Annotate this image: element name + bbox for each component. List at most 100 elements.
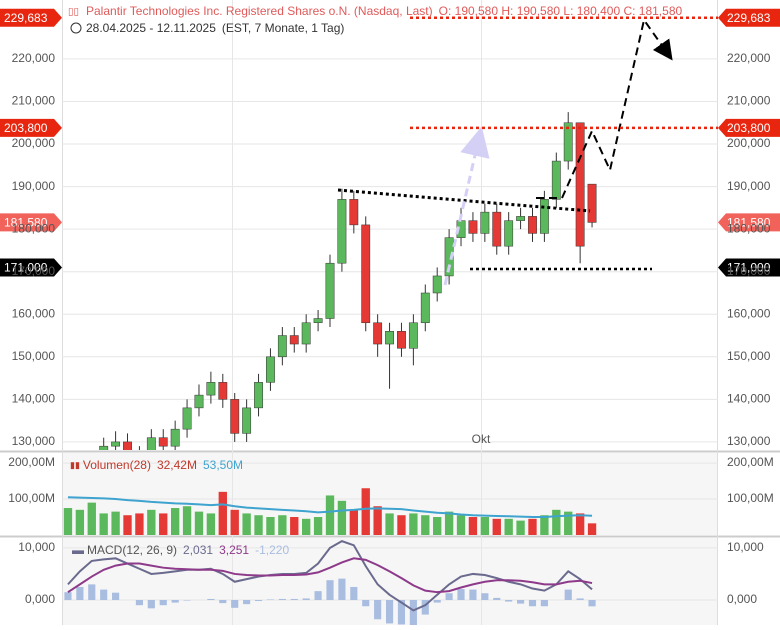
macd-hist	[338, 578, 346, 600]
period-line: 28.04.2025 - 12.11.2025 (EST, 7 Monate, 1…	[86, 21, 344, 35]
candle-body	[539, 199, 549, 234]
legend-macd: 2,031	[183, 543, 213, 557]
macd-hist	[564, 589, 572, 600]
macd-hist	[421, 599, 429, 615]
macd-hist	[147, 599, 155, 609]
candle-body	[218, 382, 228, 400]
macd-hist	[540, 599, 548, 607]
level-tag	[0, 8, 62, 27]
macd-hist	[171, 599, 179, 603]
legend-name: MACD(12, 26, 9)	[87, 543, 177, 557]
macd-hist	[362, 599, 370, 607]
macd-hist	[278, 598, 286, 600]
candle-body	[146, 437, 156, 450]
legend-name: Volumen(28)	[83, 458, 151, 472]
y-tick-label: 100,00M	[8, 491, 55, 505]
y-tick-label: 200,000	[12, 136, 56, 150]
macd-hist	[243, 599, 251, 605]
macd-hist	[314, 591, 322, 600]
candle-body	[289, 335, 299, 345]
macd-hist	[112, 592, 120, 600]
level-label: 171,000	[727, 261, 771, 275]
candle-body	[575, 122, 585, 247]
candle-body	[444, 237, 454, 277]
volume-bar	[552, 509, 561, 535]
legend-value: 32,42M	[157, 458, 197, 472]
trend-line	[337, 188, 591, 213]
candle-body	[266, 356, 275, 383]
macd-hist	[76, 586, 84, 600]
macd-hist	[326, 580, 334, 600]
macd-hist	[266, 599, 275, 600]
candle-body	[528, 216, 537, 234]
candle-body	[373, 322, 383, 345]
volume-bar	[337, 500, 347, 535]
volume-bar	[254, 515, 263, 535]
y-tick-label: 190,000	[12, 179, 56, 193]
header: Palantir Technologies Inc. Registered Sh…	[86, 4, 682, 18]
volume-legend: ▮▮ Volumen(28) 32,42M 53,50M	[70, 458, 243, 472]
volume-bar	[278, 515, 287, 535]
macd-hist	[397, 599, 406, 625]
macd-hist	[481, 593, 489, 600]
y-tick-label: 140,000	[12, 392, 56, 406]
candle-body	[551, 160, 561, 200]
volume-bar	[242, 513, 251, 535]
y-tick-label: 180,000	[727, 221, 771, 235]
signal-line	[67, 557, 593, 594]
y-tick-label: 220,000	[727, 51, 771, 65]
candle-body	[123, 441, 132, 450]
candle-body	[361, 224, 371, 324]
y-tick-label: 210,000	[727, 94, 771, 108]
candle-body	[254, 382, 263, 409]
y-tick-label: 130,000	[727, 434, 771, 448]
macd-hist	[350, 586, 358, 600]
y-tick-label: 100,00M	[727, 491, 774, 505]
volume-bar	[492, 518, 501, 535]
macd-hist	[469, 589, 477, 600]
volume-bar	[444, 511, 454, 535]
y-tick-label: 0,000	[25, 592, 55, 606]
volume-bar	[218, 491, 227, 535]
macd-hist	[528, 599, 537, 607]
level-label: 203,800	[727, 121, 771, 135]
y-tick-label: 200,00M	[8, 455, 55, 469]
macd-hist	[385, 599, 394, 624]
level-tag	[0, 118, 62, 137]
macd-hist	[290, 598, 298, 600]
volume-bar	[587, 523, 597, 535]
macd-hist	[457, 589, 465, 600]
volume-bar	[325, 495, 335, 535]
volume-bar	[421, 515, 430, 535]
y-tick-label: 180,000	[12, 221, 56, 235]
macd-hist	[183, 599, 191, 601]
y-tick-label: 150,000	[727, 349, 771, 363]
volume-bar	[290, 517, 299, 535]
y-tick-label: 190,000	[727, 179, 771, 193]
macd-hist	[88, 584, 96, 600]
volume-bar	[159, 513, 168, 535]
candle-body	[480, 211, 490, 234]
y-tick-label: 10,000	[727, 540, 764, 554]
macd-hist	[505, 599, 513, 602]
clock-icon	[70, 22, 82, 34]
y-tick-label: 10,000	[18, 540, 55, 554]
candle-body	[277, 335, 287, 358]
volume-bar	[230, 509, 239, 535]
candle-body	[230, 399, 240, 434]
volume-bar	[564, 511, 573, 535]
candle-body	[111, 441, 121, 447]
level-tag	[0, 258, 62, 277]
legend-signal: 3,251	[219, 543, 249, 557]
volume-bar	[75, 509, 85, 535]
macd-hist	[219, 599, 227, 604]
y-tick-label: 200,00M	[727, 455, 774, 469]
volume-bar	[409, 513, 418, 535]
macd-hist	[588, 599, 596, 607]
projection-arrow	[536, 17, 673, 199]
volume-bar	[540, 515, 549, 535]
macd-legend: ▬ MACD(12, 26, 9) 2,031 3,251 -1,220	[72, 543, 289, 557]
volume-bar	[349, 509, 358, 535]
volume-ma	[67, 496, 593, 519]
